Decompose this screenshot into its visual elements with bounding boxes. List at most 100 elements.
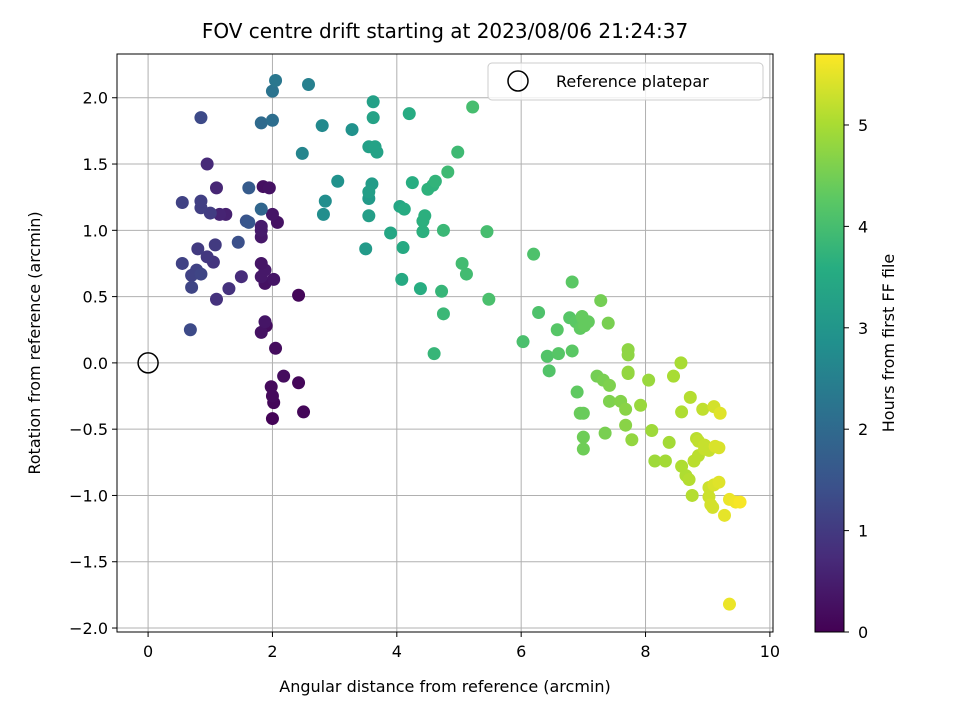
data-point [254, 256, 268, 270]
data-point [648, 454, 662, 468]
data-point [405, 176, 419, 190]
y-tick-label: 1.0 [83, 221, 108, 240]
colorbar-label: Hours from first FF file [879, 254, 898, 433]
data-point [625, 433, 639, 447]
data-point [601, 316, 615, 330]
y-tick-label: 0.0 [83, 354, 108, 373]
y-tick-label: −1.0 [69, 486, 108, 505]
y-axis-label: Rotation from reference (arcmin) [25, 211, 44, 474]
data-point [254, 202, 268, 216]
data-point [565, 344, 579, 358]
data-point [264, 380, 278, 394]
data-point [258, 315, 272, 329]
legend-box [487, 62, 764, 101]
data-point [292, 376, 306, 390]
data-point [295, 146, 309, 160]
data-point [362, 209, 376, 223]
data-point [366, 111, 380, 125]
data-point [362, 185, 376, 199]
data-point [658, 454, 672, 468]
reference-marker [137, 352, 159, 374]
y-tick-label: −0.5 [69, 420, 108, 439]
data-point [642, 373, 656, 387]
colorbar-ticks: 0 1 2 3 4 5 [844, 116, 868, 642]
data-point [316, 207, 330, 221]
data-point [265, 207, 279, 221]
data-point [451, 145, 465, 159]
data-point [551, 347, 565, 361]
data-point [191, 242, 205, 256]
colorbar-tick-label: 1 [858, 522, 868, 541]
colorbar-tick-label: 0 [858, 623, 868, 642]
data-point [516, 335, 530, 349]
x-tick-label: 4 [392, 642, 402, 661]
x-tick-label: 8 [640, 642, 650, 661]
data-point [550, 323, 564, 337]
data-point [231, 235, 245, 249]
data-point [712, 475, 726, 489]
data-point [576, 430, 590, 444]
data-point [292, 288, 306, 302]
data-point [713, 406, 727, 420]
data-point [277, 369, 291, 383]
data-point [733, 495, 747, 509]
colorbar-tick-label: 5 [858, 116, 868, 135]
x-axis-ticks: 0 2 4 6 8 10 [143, 632, 780, 661]
data-point [455, 256, 469, 270]
data-point [685, 488, 699, 502]
data-point [674, 356, 688, 370]
data-point [662, 435, 676, 449]
data-point [619, 418, 633, 432]
data-point [315, 119, 329, 133]
data-point [602, 394, 616, 408]
x-tick-label: 2 [267, 642, 277, 661]
data-point [395, 272, 409, 286]
data-point [194, 111, 208, 125]
data-point [302, 77, 316, 91]
y-tick-label: 1.5 [83, 155, 108, 174]
data-point [428, 174, 442, 188]
data-point [185, 280, 199, 294]
x-tick-label: 10 [760, 642, 780, 661]
colorbar [814, 53, 845, 633]
data-point [441, 165, 455, 179]
data-point [696, 402, 710, 416]
data-point [706, 500, 720, 514]
data-point [436, 223, 450, 237]
data-point [540, 349, 554, 363]
data-points [175, 74, 747, 611]
y-tick-label: 2.0 [83, 89, 108, 108]
data-point [359, 242, 373, 256]
colorbar-tick-label: 4 [858, 217, 868, 236]
data-point [242, 181, 256, 195]
data-point [331, 174, 345, 188]
data-point [265, 84, 279, 98]
data-point [619, 402, 633, 416]
data-point [712, 441, 726, 455]
colorbar-tick-label: 3 [858, 319, 868, 338]
data-point [532, 306, 546, 320]
data-point [621, 366, 635, 380]
data-point [397, 202, 411, 216]
data-point [682, 473, 696, 487]
data-point [297, 405, 311, 419]
y-tick-label: −1.5 [69, 553, 108, 572]
data-point [209, 292, 223, 306]
y-axis-ticks: 2.0 1.5 1.0 0.5 0.0 −0.5 −1.0 −1.5 −2.0 [69, 89, 117, 638]
data-point [436, 307, 450, 321]
data-point [200, 250, 214, 264]
data-point [459, 267, 473, 281]
data-point [254, 219, 268, 233]
data-point [396, 241, 410, 255]
data-point [594, 294, 608, 308]
data-point [576, 442, 590, 456]
data-point [242, 215, 256, 229]
data-point [576, 406, 590, 420]
data-point [370, 145, 384, 159]
data-point [254, 325, 268, 339]
data-point [200, 157, 214, 171]
data-point [318, 194, 332, 208]
data-point [222, 282, 236, 296]
data-point [621, 348, 635, 362]
